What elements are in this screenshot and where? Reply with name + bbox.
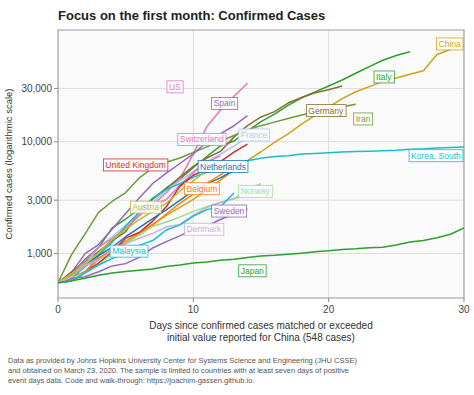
grid <box>58 30 464 298</box>
country-label: Germany <box>306 105 346 117</box>
grid-line <box>193 30 194 298</box>
lines <box>58 46 464 283</box>
footnote: and obtained on March 23, 2020. The samp… <box>8 366 349 375</box>
label-box <box>130 201 161 213</box>
country-label: France <box>239 129 270 141</box>
country-label: Norway <box>239 185 273 197</box>
country-label: United Kingdom <box>103 159 167 171</box>
label-box <box>103 159 167 171</box>
y-axis-label: Confirmed cases (logarithmic scale) <box>3 89 14 240</box>
tick <box>54 253 58 254</box>
label-box <box>409 150 463 162</box>
annotation: Norway <box>241 186 271 196</box>
annotation: Spain <box>214 98 236 108</box>
label-box <box>178 133 226 145</box>
tick <box>58 298 59 302</box>
annotation: China <box>439 39 461 49</box>
annotation: United Kingdom <box>105 160 165 170</box>
annotation: Iran <box>356 114 371 124</box>
label-box <box>185 183 220 195</box>
country-label: Belgium <box>185 183 220 195</box>
series-line <box>58 46 464 283</box>
annotation: Belgium <box>187 184 218 194</box>
tick <box>328 298 329 302</box>
series-line <box>58 156 220 283</box>
title: Focus on the first month: Confirmed Case… <box>58 8 325 23</box>
label-box <box>437 38 463 50</box>
tick-label: 3,000 <box>27 195 52 206</box>
tick-label: 10 <box>188 304 200 315</box>
annotation: Malaysia <box>112 246 146 256</box>
annotation: Sweden <box>214 206 245 216</box>
tick <box>54 88 58 89</box>
x-axis-label: Days since confirmed cases matched or ex… <box>149 320 372 331</box>
country-label: Iran <box>354 113 373 125</box>
tick <box>464 298 465 302</box>
annotation: France <box>241 130 268 140</box>
tick-label: 10,000 <box>21 136 52 147</box>
grid-line <box>58 141 464 142</box>
series-line <box>58 147 464 283</box>
tick-label: 0 <box>55 304 61 315</box>
annotation: Germany <box>308 106 344 116</box>
tick <box>54 141 58 142</box>
footnote: Data as provided by Johns Hopkins Univer… <box>8 356 357 365</box>
country-label: Spain <box>212 97 238 109</box>
series-line <box>58 228 464 283</box>
label-box <box>212 205 247 217</box>
annotation: Austria <box>132 202 159 212</box>
label-box <box>239 129 270 141</box>
series-line <box>58 144 247 283</box>
annotation: Japan <box>241 266 264 276</box>
tick <box>54 200 58 201</box>
country-label: Austria <box>130 201 161 213</box>
label-box <box>198 161 248 173</box>
country-label: Sweden <box>212 205 247 217</box>
country-label: Switzerland <box>178 133 226 145</box>
grid-line <box>58 200 464 201</box>
annotation: Korea, South <box>411 151 461 161</box>
footnote: event days data. Code and walk-through: … <box>8 376 254 385</box>
tick-label: 30,000 <box>21 83 52 94</box>
label-box <box>374 71 394 83</box>
country-label: Korea, South <box>409 150 463 162</box>
tick-label: 20 <box>323 304 335 315</box>
grid-line <box>328 30 329 298</box>
country-label: Italy <box>374 71 394 83</box>
tick-label: 1,000 <box>27 248 52 259</box>
label-box <box>239 265 266 277</box>
country-label: Japan <box>239 265 266 277</box>
annotations: China Italy US Spain Germany Iran France Switze… <box>103 38 463 277</box>
tick-label: 30 <box>458 304 470 315</box>
label-box <box>354 113 373 125</box>
grid-line <box>58 88 464 89</box>
annotation: Italy <box>376 72 392 82</box>
plot-area <box>58 30 464 298</box>
country-label: China <box>437 38 463 50</box>
x-axis-label: initial value reported for China (548 ca… <box>167 332 355 343</box>
series-line <box>58 83 247 283</box>
annotation: US <box>169 82 181 92</box>
country-label: US <box>167 81 183 93</box>
label-box <box>185 223 224 235</box>
label-box <box>239 185 273 197</box>
label-box <box>110 245 148 257</box>
annotation: Denmark <box>187 224 222 234</box>
label-box <box>167 81 183 93</box>
country-label: Netherlands <box>198 161 248 173</box>
tick <box>193 298 194 302</box>
series-line <box>58 104 356 282</box>
annotation: Switzerland <box>180 134 224 144</box>
plot-frame <box>58 30 464 298</box>
annotation: Netherlands <box>200 162 246 172</box>
country-label: Denmark <box>185 223 224 235</box>
label-box <box>212 97 238 109</box>
label-box <box>306 105 346 117</box>
chart: 1,000 3,000 10,000 30,000 0 10 20 30 China Italy U… <box>0 0 474 395</box>
country-label: Malaysia <box>110 245 148 257</box>
